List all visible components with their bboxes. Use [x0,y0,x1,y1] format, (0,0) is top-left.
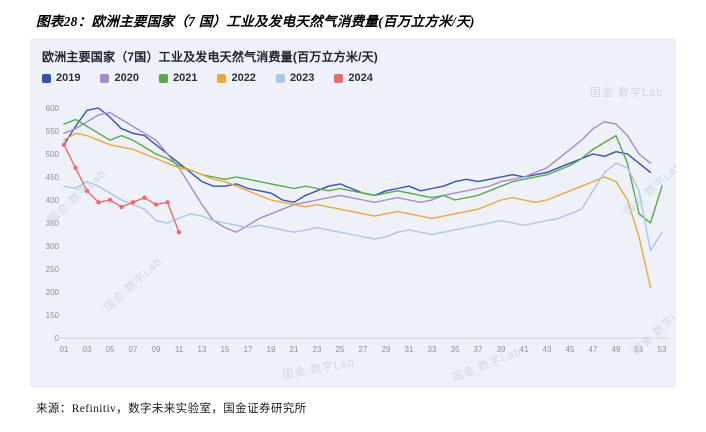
series-marker-2024 [176,230,182,235]
legend-label: 2021 [172,72,198,84]
series-line-2024 [63,144,180,233]
legend-label: 2024 [348,72,373,84]
y-axis-tick: 250 [46,265,60,274]
legend-item-2021: 2021 [158,72,198,84]
x-axis-tick: 27 [359,345,368,354]
x-axis-tick: 05 [106,345,115,354]
series-marker-2024 [61,142,67,147]
y-axis-tick: 350 [46,219,60,228]
x-axis-tick: 51 [635,345,644,354]
chart-panel: 欧洲主要国家（7国）工业及发电天然气消费量(百万立方米/天) 2019 2020 2… [30,38,676,388]
x-axis-tick: 47 [589,345,598,354]
legend-item-2024: 2024 [334,72,373,84]
legend-item-2020: 2020 [100,72,139,84]
y-axis-tick: 400 [46,196,60,205]
x-axis-tick: 41 [520,345,529,354]
legend-item-2022: 2022 [217,72,256,84]
x-axis-tick: 35 [451,345,460,354]
legend-swatch [217,73,227,83]
x-axis-tick: 23 [313,345,322,354]
chart-title: 欧洲主要国家（7国）工业及发电天然气消费量(百万立方米/天) [42,50,379,64]
legend-swatch [275,73,285,83]
x-axis-tick: 45 [566,345,575,354]
x-axis-tick: 01 [60,345,69,354]
y-axis-tick: 0 [55,334,60,343]
x-axis-tick: 33 [428,345,437,354]
source-note: 来源：Refinitiv，数字未来实验室，国金证券研究所 [36,403,307,415]
y-axis-tick: 450 [46,173,60,182]
y-axis-tick: 200 [46,288,60,297]
chart-legend: 2019 2020 2021 2022 2023 2024 [42,72,373,84]
y-axis-tick: 550 [46,127,60,136]
series-marker-2024 [142,195,147,200]
legend-swatch [100,73,110,83]
y-axis-tick: 150 [46,311,60,320]
x-axis-tick: 25 [336,345,345,354]
x-axis-tick: 13 [198,345,207,354]
x-axis-tick: 29 [382,345,391,354]
y-axis-tick: 600 [46,104,60,113]
line-chart: 600 550 500 450 400 350 300 250 200 150 001 03 05 07 0… [46,104,668,354]
x-axis-tick: 03 [83,345,92,354]
x-axis-tick: 49 [612,345,621,354]
x-axis-tick: 37 [474,345,483,354]
legend-item-2019: 2019 [42,72,80,84]
series-marker-2024 [130,200,136,205]
series-line-2021 [63,118,663,224]
series-marker-2024 [84,188,90,193]
x-axis-tick: 53 [658,345,667,354]
series-line-2022 [63,132,652,289]
series-marker-2024 [107,197,113,203]
series-marker-2024 [165,200,170,205]
x-axis-tick: 43 [543,345,552,354]
legend-swatch [42,73,51,83]
x-axis-tick: 17 [244,345,253,354]
series-marker-2024 [119,204,124,210]
legend-label: 2022 [231,72,256,84]
series-marker-2024 [73,165,78,170]
x-axis-tick: 19 [267,345,276,354]
series-line-2019 [63,107,652,204]
series-line-2023 [63,162,663,252]
series-marker-2024 [96,200,101,205]
legend-swatch [334,73,344,83]
series-line-2020 [63,111,652,233]
x-axis-tick: 07 [129,345,138,354]
x-axis-tick: 39 [497,345,506,354]
legend-label: 2019 [56,72,81,84]
x-axis-tick: 09 [152,345,161,354]
series-marker-2024 [153,202,159,207]
legend-label: 2020 [114,72,139,84]
legend-item-2023: 2023 [275,72,315,84]
x-axis-tick: 15 [221,345,230,354]
legend-swatch [158,73,168,83]
x-axis-tick: 31 [405,345,414,354]
figure-title: 图表28：欧洲主要国家（7 国）工业及发电天然气消费量(百万立方米/天) [36,14,475,29]
legend-label: 2023 [289,72,315,84]
y-axis-tick: 300 [46,242,60,251]
x-axis-tick: 11 [175,345,184,354]
x-axis-tick: 21 [290,345,299,354]
y-axis-tick: 500 [46,150,60,159]
